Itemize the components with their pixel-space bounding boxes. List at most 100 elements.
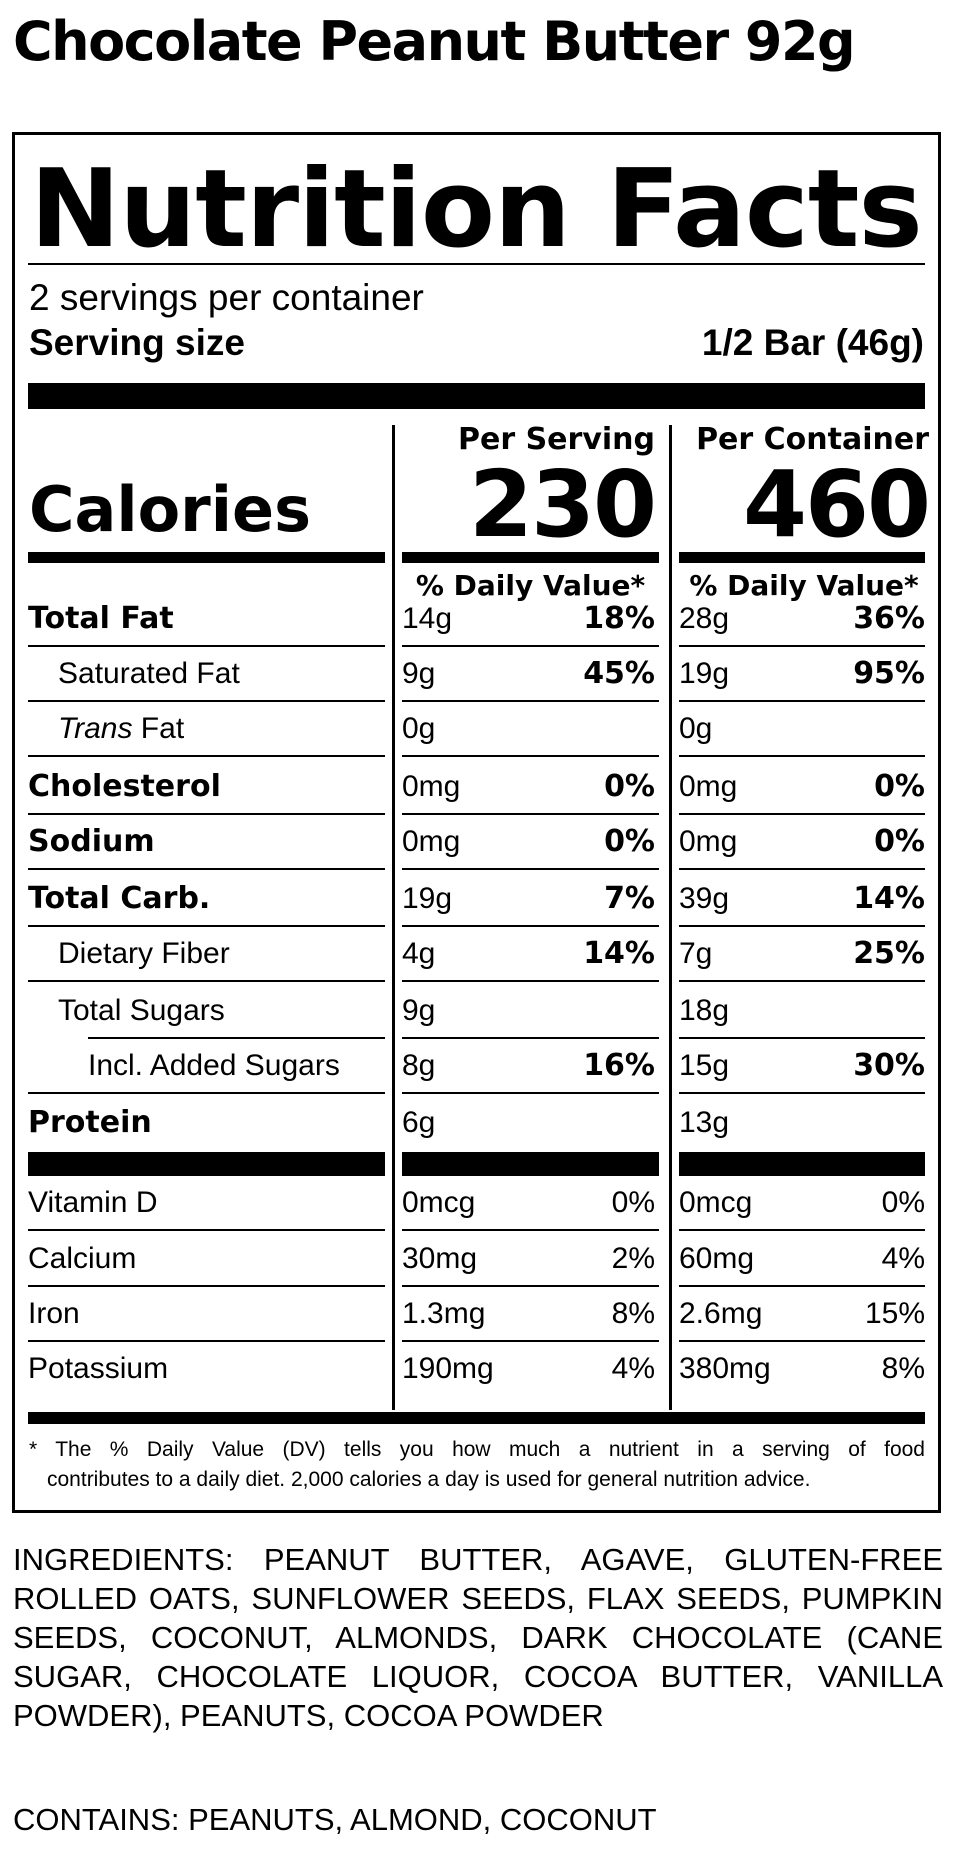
vitamin-serving-dv: 4% [611,1352,655,1385]
nutrient-rule-2 [679,645,925,647]
column-divider-left [392,425,395,1410]
nutrient-container-amount: 15g [679,1049,730,1082]
nutrient-serving-amount: 4g [402,937,436,970]
nutrient-rule-0 [28,700,385,702]
calories-per-serving: 230 [468,451,657,558]
vitamin-container-dv: 8% [881,1352,925,1385]
vitamin-rule-2 [679,1340,925,1342]
vitamin-container-amount: 2.6mg [679,1297,763,1330]
nutrient-rule-1 [402,700,659,702]
nutrient-rule-1 [402,980,659,982]
calories-label: Calories [29,473,311,546]
vitamin-rule-1 [402,1285,659,1287]
nutrient-rule-2 [679,1092,925,1094]
nutrient-label-rest: Fat [132,712,185,745]
nutrient-row: Total Fat 14g 18% 28g 36% [28,591,925,646]
vitamin-serving-amount: 190mg [402,1352,494,1385]
nutrient-rule-0 [28,1092,385,1094]
nutrient-container-dv: 0% [874,769,925,804]
nutrient-serving-dv: 14% [583,936,655,971]
nutrient-container-amount: 7g [679,937,713,970]
nutrient-serving-amount: 19g [402,882,453,915]
nutrient-serving-dv: 0% [604,769,655,804]
nutrient-rule-2 [679,868,925,870]
vitamin-row: Potassium 190mg 4% 380mg 8% [28,1341,925,1396]
nutrient-serving-amount: 0mg [402,770,461,803]
nutrient-row: Cholesterol 0mg 0% 0mg 0% [28,759,925,814]
vitamin-divider-0 [28,1152,385,1176]
column-divider-right [669,425,672,1410]
vitamin-divider-1 [402,1152,659,1176]
nutrient-serving-dv: 45% [583,656,655,691]
nutrient-rule-2 [679,813,925,815]
nutrient-container-amount: 39g [679,882,730,915]
vitamin-row: Calcium 30mg 2% 60mg 4% [28,1231,925,1286]
vitamin-container-amount: 380mg [679,1352,771,1385]
nutrient-serving-amount: 9g [402,657,436,690]
nutrient-serving-dv: 16% [583,1048,655,1083]
nutrient-container-dv: 36% [853,601,925,636]
vitamin-rule-1 [402,1340,659,1342]
nutrient-rule-0 [28,813,385,815]
nutrient-container-amount: 28g [679,602,730,635]
nutrient-label: Dietary Fiber [58,937,230,970]
nutrient-container-amount: 19g [679,657,730,690]
nutrient-serving-amount: 8g [402,1049,436,1082]
nutrient-row: Total Sugars 9g 18g [28,983,925,1038]
nutrient-container-amount: 0mg [679,770,738,803]
nutrient-label: Protein [28,1105,152,1140]
nutrient-rule-1 [402,868,659,870]
nutrient-row: Total Carb. 19g 7% 39g 14% [28,871,925,926]
nutrient-container-dv: 14% [853,881,925,916]
vitamin-rule-0 [28,1340,385,1342]
nutrient-rule-1 [402,1092,659,1094]
nutrient-serving-amount: 0g [402,712,436,745]
vitamin-serving-amount: 0mcg [402,1186,476,1219]
nutrient-rule-2 [679,980,925,982]
nutrient-row: Protein 6g 13g [28,1095,925,1150]
nutrient-rule-2 [679,700,925,702]
title-divider [28,263,925,265]
nutrient-container-dv: 95% [853,656,925,691]
nutrient-serving-dv: 18% [583,601,655,636]
nutrient-label: Incl. Added Sugars [88,1049,340,1082]
footnote-line-2: contributes to a daily diet. 2,000 calor… [47,1468,811,1491]
nutrient-container-amount: 0mg [679,825,738,858]
vitamin-row: Iron 1.3mg 8% 2.6mg 15% [28,1286,925,1341]
vitamin-serving-dv: 8% [611,1297,655,1330]
daily-value-footnote: * The % Daily Value (DV) tells you how m… [29,1435,925,1495]
nutrient-rule-0 [28,868,385,870]
nutrient-container-dv: 30% [853,1048,925,1083]
nutrient-label: Saturated Fat [58,657,240,690]
nutrient-label: Cholesterol [28,769,221,804]
vitamin-container-dv: 0% [881,1186,925,1219]
calories-rule-label [28,552,385,563]
nutrient-rule-1 [402,813,659,815]
vitamin-rule-1 [402,1229,659,1231]
servings-per-container: 2 servings per container [29,277,424,318]
nutrient-container-amount: 13g [679,1106,730,1139]
nutrient-rule-0 [28,755,385,757]
vitamin-rule-2 [679,1285,925,1287]
nutrient-row: Trans Fat 0g 0g [28,701,925,756]
vitamin-serving-amount: 1.3mg [402,1297,486,1330]
nutrient-rule-0 [28,645,385,647]
nutrient-row: Saturated Fat 9g 45% 19g 95% [28,646,925,701]
vitamin-row: Vitamin D 0mcg 0% 0mcg 0% [28,1175,925,1230]
nutrient-rule-1 [402,755,659,757]
nutrient-container-dv: 25% [853,936,925,971]
vitamin-label: Potassium [28,1352,169,1385]
vitamin-label: Iron [28,1297,80,1330]
vitamin-container-dv: 15% [864,1297,925,1330]
vitamin-serving-amount: 30mg [402,1242,478,1275]
nutrient-label: Total Carb. [28,881,211,916]
vitamin-container-dv: 4% [881,1242,925,1275]
vitamin-rule-0 [28,1229,385,1231]
serving-size-value: 1/2 Bar (46g) [701,322,924,363]
nutrient-rule-1 [402,1037,659,1039]
nutrient-label-italic: Trans [58,712,133,745]
serving-size-label: Serving size [29,322,245,363]
nutrient-row: Sodium 0mg 0% 0mg 0% [28,814,925,869]
nutrient-rule-2 [679,925,925,927]
nutrient-container-dv: 0% [874,824,925,859]
